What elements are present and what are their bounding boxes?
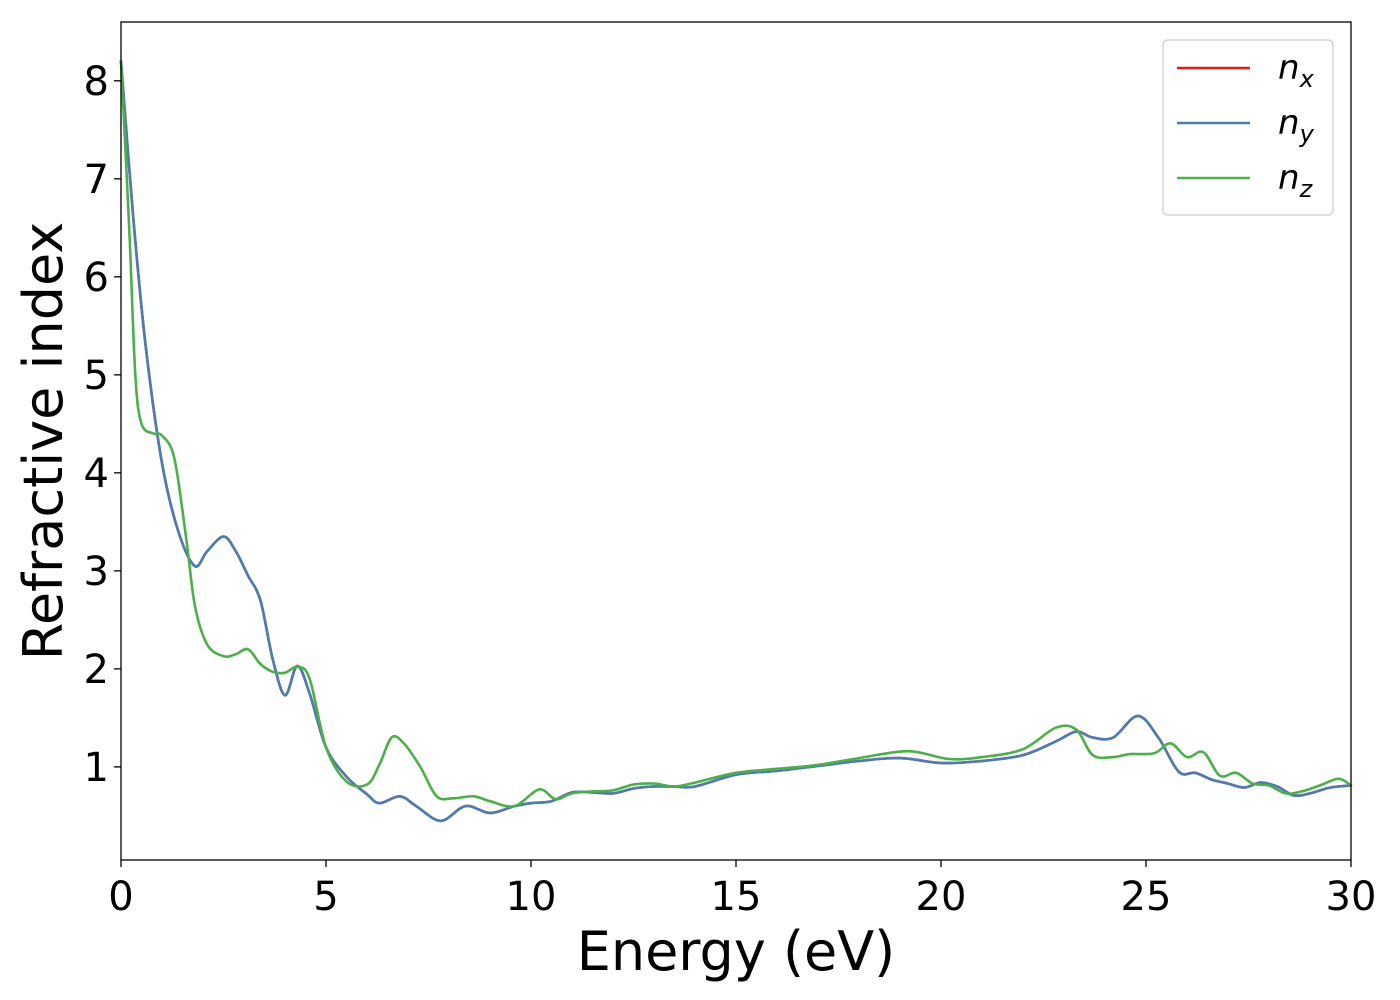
- legend-label-base: n: [1278, 48, 1300, 88]
- legend-label: nx: [1278, 48, 1315, 93]
- legend-label-base: n: [1278, 103, 1300, 143]
- x-axis: 0 5 10 15 20 25 30: [108, 860, 1376, 920]
- y-tick-label: 1: [84, 745, 109, 791]
- series-line-n-z: [119, 59, 1353, 808]
- x-tick-label: 0: [108, 874, 133, 920]
- series-line-n-y: [119, 59, 1353, 823]
- legend-label: nz: [1278, 158, 1314, 203]
- x-tick-label: 20: [916, 874, 967, 920]
- y-axis-label: Refractive index: [12, 222, 75, 661]
- x-tick-label: 15: [711, 874, 762, 920]
- legend-label: ny: [1278, 103, 1315, 148]
- y-tick-label: 3: [84, 549, 109, 595]
- y-tick-label: 7: [84, 157, 109, 203]
- x-tick-label: 10: [506, 874, 557, 920]
- x-tick-label: 30: [1326, 874, 1377, 920]
- legend-label-base: n: [1278, 158, 1300, 198]
- legend-label-subscript: y: [1299, 120, 1315, 148]
- legend-label-subscript: x: [1299, 65, 1315, 93]
- legend-label-subscript: z: [1299, 175, 1314, 203]
- y-tick-label: 4: [84, 451, 109, 497]
- y-axis: 1 2 3 4 5 6 7 8: [84, 59, 121, 791]
- legend-box: [1162, 39, 1334, 216]
- y-tick-label: 5: [84, 353, 109, 399]
- x-axis-label: Energy (eV): [577, 920, 896, 983]
- series-layer: [119, 59, 1353, 823]
- x-tick-label: 25: [1121, 874, 1172, 920]
- y-tick-label: 8: [84, 59, 109, 105]
- x-tick-label: 5: [313, 874, 338, 920]
- y-tick-label: 2: [84, 647, 109, 693]
- y-tick-label: 6: [84, 255, 109, 301]
